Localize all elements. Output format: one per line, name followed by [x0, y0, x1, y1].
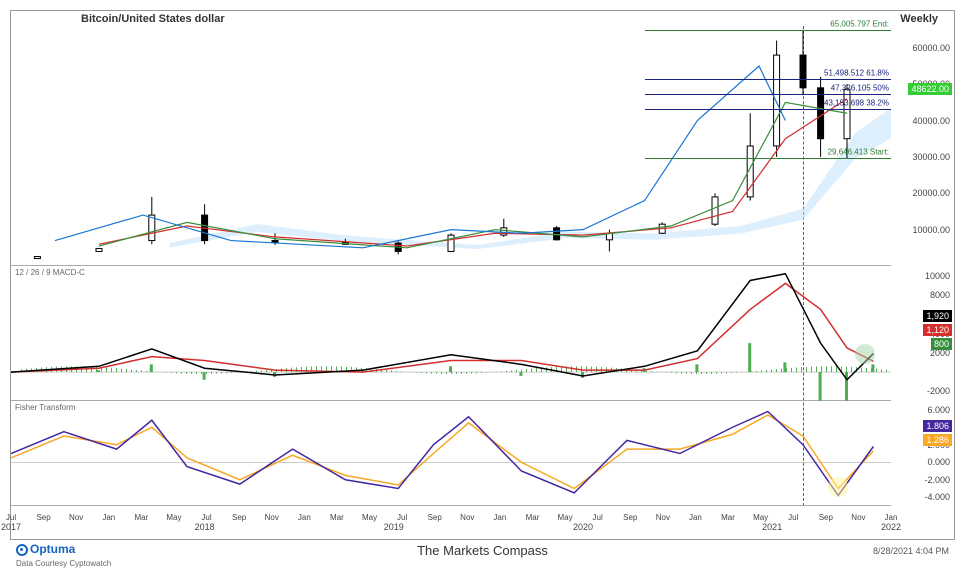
fib-label: 43,153.698 38.2% [824, 99, 889, 108]
x-tick: Jul [201, 513, 211, 522]
x-year: 2022 [881, 522, 901, 532]
fisher-tick: 0.000 [927, 457, 950, 467]
x-year: 2018 [195, 522, 215, 532]
macd-y-axis: -20002000400060008000100001,9201,120800 [889, 266, 954, 401]
fib-line [645, 79, 891, 80]
x-tick: Jul [788, 513, 798, 522]
macd-chart-svg [11, 266, 891, 401]
fisher-panel[interactable]: Fisher Transform [11, 401, 891, 506]
macd-value-sig: 1,120 [923, 324, 952, 336]
fib-label: 65,005.797 End: [830, 19, 889, 28]
x-tick: Jan [689, 513, 702, 522]
fisher-tick: -4.000 [924, 492, 950, 502]
macd-tick: -2000 [927, 386, 950, 396]
data-credit: Data Courtesy Cyptowatch [16, 559, 111, 568]
fisher-tick: 6.000 [927, 405, 950, 415]
fib-label: 51,498.512 61.8% [824, 68, 889, 77]
macd-highlight [855, 344, 875, 364]
x-tick: Nov [69, 513, 83, 522]
x-tick: May [753, 513, 768, 522]
x-tick: Nov [851, 513, 865, 522]
fisher-y-axis: -4.000-2.0000.0002.0004.0006.0001.8061.2… [889, 401, 954, 506]
x-tick: Sep [428, 513, 442, 522]
footer-title: The Markets Compass [417, 543, 548, 558]
fib-line [645, 109, 891, 110]
macd-value-macd: 1,920 [923, 310, 952, 322]
x-tick: Mar [721, 513, 735, 522]
symbol-title: Bitcoin/United States dollar [81, 13, 225, 25]
price-panel[interactable]: 65,005.797 End:51,498.512 61.8%47,326.10… [11, 26, 891, 266]
x-tick: Jan [885, 513, 898, 522]
price-tick: 10000.00 [912, 225, 950, 235]
x-tick: Mar [134, 513, 148, 522]
macd-panel[interactable]: 12 / 26 / 9 MACD-C [11, 266, 891, 401]
macd-tick: 10000 [925, 271, 950, 281]
x-tick: May [558, 513, 573, 522]
price-tick: 20000.00 [912, 188, 950, 198]
x-tick: Jan [102, 513, 115, 522]
x-tick: Nov [460, 513, 474, 522]
footer: Optuma The Markets Compass 8/28/2021 4:0… [12, 540, 953, 568]
fisher-value-fisher: 1.806 [923, 420, 952, 432]
x-tick: Jul [593, 513, 603, 522]
x-tick: Jul [6, 513, 16, 522]
macd-tick: 8000 [930, 290, 950, 300]
x-tick: Jan [493, 513, 506, 522]
footer-timestamp: 8/28/2021 4:04 PM [873, 546, 949, 556]
fib-line [645, 30, 891, 31]
x-tick: Jul [397, 513, 407, 522]
fib-label: 47,326.105 50% [831, 83, 889, 92]
chart-main[interactable]: Bitcoin/United States dollar Weekly 65,0… [10, 10, 955, 540]
x-tick: Sep [232, 513, 246, 522]
x-year: 2017 [1, 522, 21, 532]
x-year: 2021 [762, 522, 782, 532]
fisher-value-trigger: 1.286 [923, 434, 952, 446]
x-year: 2019 [384, 522, 404, 532]
fib-line [645, 94, 891, 95]
fib-label: 29,646.413 Start: [828, 148, 889, 157]
x-tick: Mar [330, 513, 344, 522]
x-tick: Nov [265, 513, 279, 522]
logo-icon [16, 544, 28, 556]
x-year: 2020 [573, 522, 593, 532]
time-axis: Jul Sep Nov Jan Mar May Jul Sep Nov Jan Mar May Jul S… [11, 504, 891, 524]
brand-text: Optuma [30, 542, 75, 556]
price-tick: 40000.00 [912, 116, 950, 126]
x-tick: Mar [526, 513, 540, 522]
fisher-tick: -2.000 [924, 475, 950, 485]
x-tick: Sep [36, 513, 50, 522]
x-tick: Sep [819, 513, 833, 522]
x-tick: Sep [623, 513, 637, 522]
price-chart-svg [11, 26, 891, 266]
price-tick: 60000.00 [912, 43, 950, 53]
fisher-chart-svg [11, 401, 891, 506]
current-price-badge: 48622.00 [908, 83, 952, 95]
price-y-axis: 10000.0020000.0030000.0040000.0050000.00… [889, 26, 954, 266]
fib-line [645, 158, 891, 159]
optuma-logo: Optuma [16, 542, 75, 556]
x-tick: Nov [656, 513, 670, 522]
x-tick: May [166, 513, 181, 522]
price-tick: 30000.00 [912, 152, 950, 162]
x-tick: May [362, 513, 377, 522]
x-tick: Jan [298, 513, 311, 522]
macd-value-hist: 800 [931, 338, 952, 350]
timeframe-label: Weekly [900, 13, 938, 25]
